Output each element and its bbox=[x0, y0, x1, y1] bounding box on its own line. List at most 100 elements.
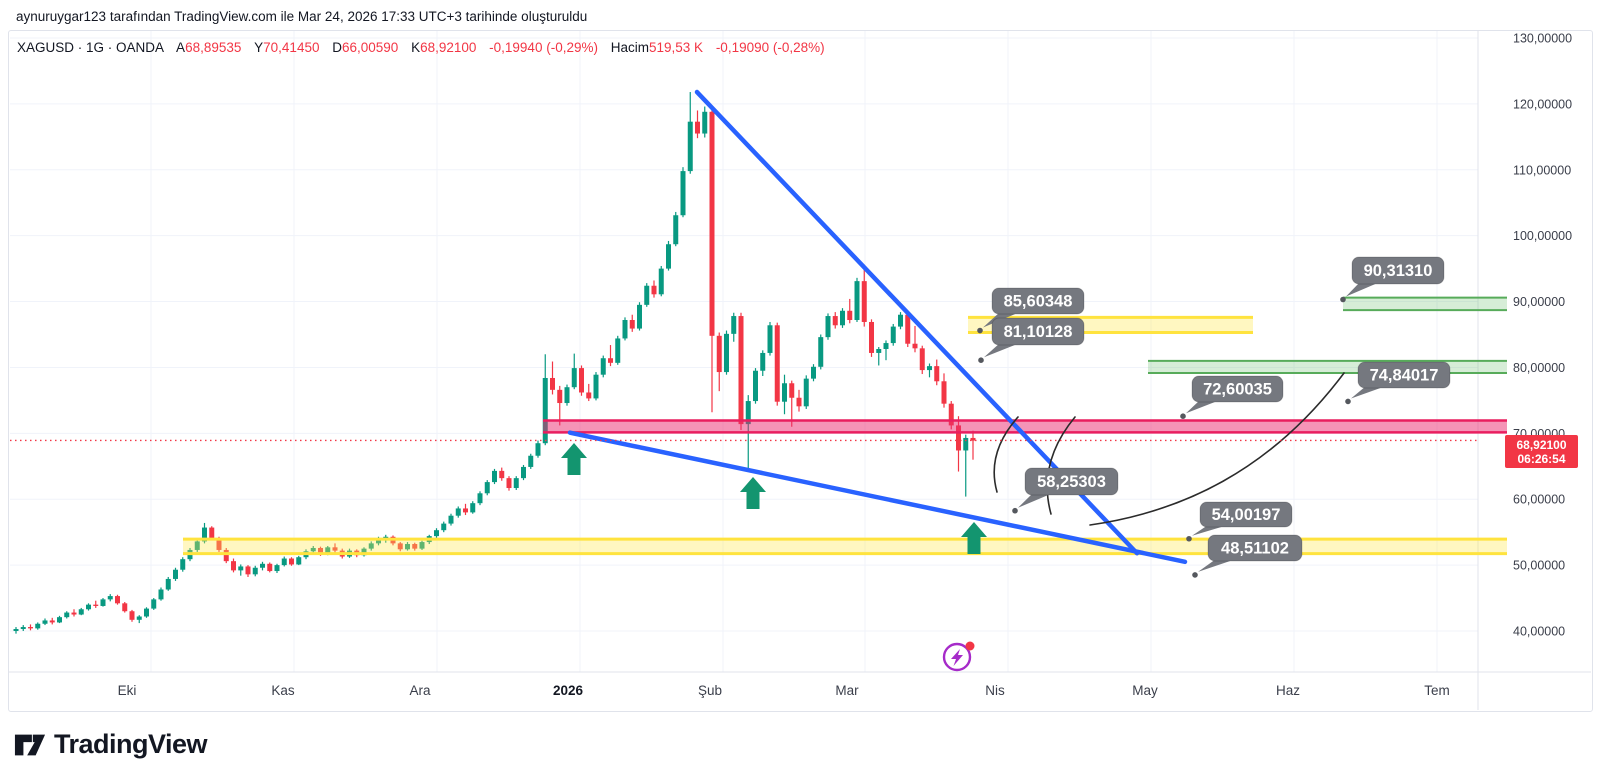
candle-body-down bbox=[93, 604, 99, 606]
descending-trendline-lower[interactable] bbox=[567, 430, 1188, 565]
price-callout[interactable]: 90,31310 bbox=[1340, 256, 1445, 303]
candle bbox=[122, 602, 128, 613]
curve-annotation[interactable] bbox=[1046, 416, 1076, 515]
candle bbox=[165, 576, 171, 591]
time-scale[interactable]: Eki Kas Ara 2026 Şub Mar Nis May Haz Tem bbox=[118, 683, 1450, 698]
callout-anchor-dot bbox=[1340, 296, 1346, 303]
candle-body-up bbox=[803, 378, 809, 407]
price-callout[interactable]: 48,51102 bbox=[1192, 534, 1303, 578]
candle-body-down bbox=[774, 325, 780, 402]
candle bbox=[42, 618, 48, 626]
candle-body-down bbox=[397, 543, 403, 550]
price-callout[interactable]: 58,25303 bbox=[1012, 467, 1119, 514]
candle bbox=[470, 501, 476, 514]
candle-body-up bbox=[615, 338, 621, 363]
candle bbox=[600, 355, 606, 378]
candle bbox=[129, 609, 135, 622]
candle bbox=[637, 302, 642, 331]
candle-body-up bbox=[753, 370, 758, 402]
price-tick-label: 90,00000 bbox=[1513, 295, 1565, 309]
candle bbox=[49, 617, 55, 625]
candle bbox=[782, 374, 787, 415]
candle-body-up bbox=[963, 437, 969, 451]
pink-zone-71-band[interactable] bbox=[543, 419, 1507, 434]
callout-box bbox=[1024, 467, 1119, 496]
candle-body-down bbox=[629, 320, 635, 329]
candle-body-up bbox=[528, 455, 534, 467]
candle bbox=[71, 609, 77, 617]
candle bbox=[724, 330, 729, 375]
candle-body-down bbox=[912, 343, 918, 349]
candle-body-down bbox=[847, 310, 853, 321]
time-tick-label: Şub bbox=[698, 683, 722, 698]
price-callout[interactable]: 85,60348 bbox=[977, 287, 1085, 334]
price-callout[interactable]: 81,10128 bbox=[978, 317, 1085, 363]
candle-body-down bbox=[919, 348, 925, 371]
callout-anchor-dot bbox=[1345, 398, 1351, 405]
candle-body-up bbox=[600, 358, 606, 375]
candle-body-up bbox=[180, 559, 186, 570]
candle bbox=[274, 563, 280, 574]
price-tick-label: 100,00000 bbox=[1513, 229, 1572, 243]
tradingview-watermark: TradingView bbox=[14, 729, 208, 760]
curve-annotation[interactable] bbox=[1089, 372, 1345, 526]
candle-body-up bbox=[238, 566, 244, 571]
candle-body-up bbox=[513, 478, 519, 489]
candle-body-up bbox=[194, 541, 200, 550]
candle bbox=[825, 313, 831, 340]
candle-body-down bbox=[832, 316, 838, 326]
candle-body-up bbox=[890, 326, 896, 344]
price-callout[interactable]: 74,84017 bbox=[1345, 361, 1451, 405]
candle bbox=[927, 363, 932, 378]
candle bbox=[912, 325, 918, 353]
price-scale[interactable]: 130,00000 120,00000 110,00000 100,00000 90,0… bbox=[1513, 32, 1572, 639]
candle-body-up bbox=[622, 320, 628, 339]
volume-label: Hacim bbox=[610, 40, 649, 55]
candle bbox=[774, 322, 780, 406]
candle-body-up bbox=[745, 401, 751, 425]
candle-body-up bbox=[260, 563, 265, 568]
price-tick-label: 130,00000 bbox=[1513, 32, 1572, 46]
candle-body-up bbox=[144, 608, 149, 617]
green-zone-80-band[interactable] bbox=[1148, 359, 1507, 375]
callout-price-text: 48,51102 bbox=[1221, 540, 1289, 558]
price-callout[interactable]: 72,60035 bbox=[1180, 375, 1284, 419]
candle bbox=[760, 350, 766, 377]
candle bbox=[680, 167, 686, 218]
candle-body-down bbox=[941, 381, 947, 404]
symbol-title: XAGUSD · 1G · OANDA bbox=[17, 40, 164, 55]
candle bbox=[144, 607, 149, 618]
price-callout[interactable]: 54,00197 bbox=[1186, 501, 1293, 542]
candle bbox=[100, 598, 106, 607]
curve-annotation[interactable] bbox=[993, 416, 1019, 493]
candle-body-down bbox=[28, 627, 33, 629]
candle-body-down bbox=[506, 478, 512, 489]
callout-anchor-dot bbox=[978, 357, 984, 363]
candle bbox=[803, 375, 809, 409]
green-zone-90-band[interactable] bbox=[1343, 296, 1507, 312]
candle bbox=[194, 538, 200, 552]
buy-arrow-marker[interactable] bbox=[961, 522, 987, 554]
candle-body-up bbox=[281, 558, 287, 566]
buy-arrow-marker[interactable] bbox=[561, 443, 587, 475]
event-flash-icon[interactable] bbox=[942, 641, 975, 672]
candle bbox=[789, 380, 795, 427]
zone-fill bbox=[1148, 360, 1507, 374]
candle bbox=[840, 308, 845, 328]
candle bbox=[296, 555, 302, 566]
candle bbox=[883, 340, 889, 361]
candle-body-up bbox=[564, 387, 570, 404]
candle-body-up bbox=[20, 627, 26, 630]
candle-body-down bbox=[267, 563, 273, 572]
candle-body-up bbox=[883, 343, 889, 349]
callout-price-text: 58,25303 bbox=[1037, 473, 1106, 491]
buy-arrow-marker[interactable] bbox=[740, 477, 766, 509]
callout-tail bbox=[1198, 559, 1236, 572]
candle bbox=[484, 480, 490, 496]
yellow-zone-52-band[interactable] bbox=[183, 537, 1507, 556]
callout-box bbox=[1357, 361, 1451, 389]
candle-body-up bbox=[542, 377, 548, 444]
candle bbox=[898, 312, 903, 330]
candle-body-up bbox=[535, 443, 541, 456]
